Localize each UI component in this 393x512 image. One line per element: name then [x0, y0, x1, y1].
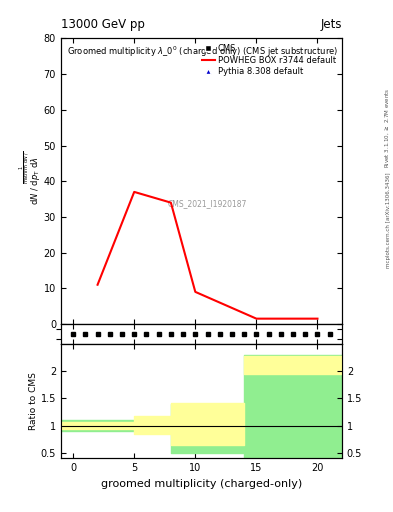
Text: CMS_2021_I1920187: CMS_2021_I1920187 [167, 200, 247, 208]
Y-axis label: Ratio to CMS: Ratio to CMS [29, 372, 38, 430]
X-axis label: groomed multiplicity (charged-only): groomed multiplicity (charged-only) [101, 479, 302, 488]
Legend: CMS, POWHEG BOX r3744 default, Pythia 8.308 default: CMS, POWHEG BOX r3744 default, Pythia 8.… [200, 42, 338, 78]
Text: Groomed multiplicity $\lambda\_0^0$ (charged only) (CMS jet substructure): Groomed multiplicity $\lambda\_0^0$ (cha… [66, 44, 338, 58]
Text: 13000 GeV pp: 13000 GeV pp [61, 18, 145, 31]
Text: Rivet 3.1.10, $\geq$ 2.7M events: Rivet 3.1.10, $\geq$ 2.7M events [384, 88, 391, 168]
Y-axis label: $\mathrm{d}N\ /\ \mathrm{d}p_\mathrm{T}\ \mathrm{d}\lambda$: $\mathrm{d}N\ /\ \mathrm{d}p_\mathrm{T}\… [29, 157, 42, 205]
Text: $\frac{1}{\mathrm{mathrm\ d}N\ /}$: $\frac{1}{\mathrm{mathrm\ d}N\ /}$ [17, 151, 31, 183]
Text: mcplots.cern.ch [arXiv:1306.3436]: mcplots.cern.ch [arXiv:1306.3436] [386, 173, 391, 268]
Text: Jets: Jets [320, 18, 342, 31]
